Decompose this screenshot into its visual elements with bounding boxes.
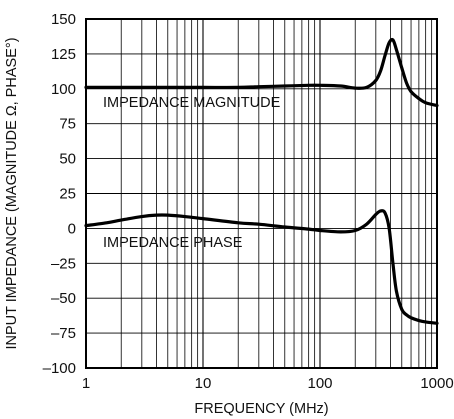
y-tick-label: 0 [68, 220, 76, 237]
impedance-phase-curve [84, 209, 439, 325]
y-tick-label: –50 [51, 290, 76, 307]
x-tick-labels: 1 10 100 1000 [82, 375, 454, 392]
y-tick-labels: 150 125 100 75 50 25 0 –25 –50 –75 –100 [43, 11, 76, 377]
impedance-magnitude-curve [84, 37, 439, 108]
y-tick-label: 50 [59, 151, 76, 168]
y-tick-label: 100 [51, 81, 76, 98]
y-tick-label: 125 [51, 46, 76, 63]
plot-grid [86, 19, 437, 368]
y-tick-label: –75 [51, 325, 76, 342]
x-tick-label: 1000 [420, 375, 453, 392]
data-series [84, 37, 439, 325]
x-tick-label: 100 [307, 375, 332, 392]
y-tick-label: 75 [59, 116, 76, 133]
y-tick-label: –25 [51, 255, 76, 272]
y-tick-label: 150 [51, 11, 76, 28]
x-axis-label: FREQUENCY (MHz) [194, 401, 328, 417]
y-tick-label: –100 [43, 360, 76, 377]
x-tick-label: 10 [195, 375, 212, 392]
magnitude-annotation: IMPEDANCE MAGNITUDE [103, 95, 281, 111]
x-tick-label: 1 [82, 375, 90, 392]
y-tick-label: 25 [59, 186, 76, 203]
phase-annotation: IMPEDANCE PHASE [103, 235, 243, 251]
y-axis-label: INPUT IMPEDANCE (MAGNITUDE Ω, PHASE°) [4, 37, 20, 349]
plot-frame [85, 18, 438, 369]
